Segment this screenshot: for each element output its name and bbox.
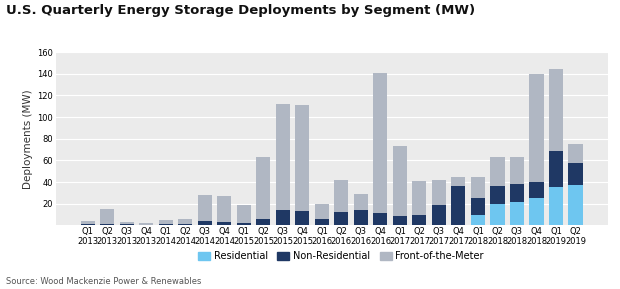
Bar (120, 222, 134, 224)
Bar (237, 223, 251, 225)
Bar (120, 224, 134, 225)
Bar (159, 224, 173, 225)
Bar (549, 188, 563, 225)
Bar (471, 177, 485, 198)
Bar (373, 73, 388, 214)
Bar (257, 157, 270, 219)
Bar (549, 151, 563, 188)
Bar (100, 209, 115, 224)
Legend: Residential, Non-Residential, Front-of-the-Meter: Residential, Non-Residential, Front-of-t… (194, 248, 488, 265)
Bar (237, 205, 251, 223)
Bar (334, 180, 348, 212)
Bar (81, 221, 95, 224)
Bar (218, 196, 231, 222)
Bar (490, 186, 505, 204)
Bar (510, 202, 524, 225)
Bar (471, 214, 485, 225)
Bar (218, 222, 231, 225)
Bar (451, 186, 466, 225)
Bar (159, 220, 173, 224)
Bar (295, 211, 309, 225)
Bar (510, 157, 524, 184)
Bar (81, 224, 95, 225)
Bar (510, 184, 524, 202)
Bar (569, 185, 583, 225)
Bar (529, 198, 544, 225)
Bar (569, 162, 583, 185)
Bar (432, 180, 446, 205)
Bar (412, 214, 427, 225)
Bar (198, 221, 212, 225)
Bar (529, 74, 544, 182)
Bar (198, 195, 212, 221)
Bar (140, 223, 153, 225)
Bar (100, 224, 115, 225)
Bar (276, 210, 290, 225)
Bar (393, 216, 407, 225)
Bar (569, 144, 583, 162)
Bar (315, 219, 329, 225)
Bar (451, 177, 466, 186)
Bar (373, 214, 388, 225)
Bar (315, 204, 329, 219)
Y-axis label: Deployments (MW): Deployments (MW) (23, 89, 33, 188)
Bar (257, 219, 270, 225)
Bar (354, 210, 368, 225)
Bar (179, 219, 192, 224)
Bar (354, 194, 368, 210)
Bar (334, 212, 348, 225)
Bar (490, 157, 505, 186)
Bar (412, 181, 427, 214)
Bar (490, 204, 505, 225)
Bar (276, 104, 290, 210)
Bar (295, 105, 309, 211)
Text: U.S. Quarterly Energy Storage Deployments by Segment (MW): U.S. Quarterly Energy Storage Deployment… (6, 4, 476, 17)
Bar (393, 146, 407, 216)
Bar (529, 182, 544, 198)
Bar (471, 198, 485, 214)
Bar (549, 69, 563, 151)
Bar (179, 224, 192, 225)
Bar (432, 205, 446, 225)
Text: Source: Wood Mackenzie Power & Renewables: Source: Wood Mackenzie Power & Renewable… (6, 277, 202, 286)
